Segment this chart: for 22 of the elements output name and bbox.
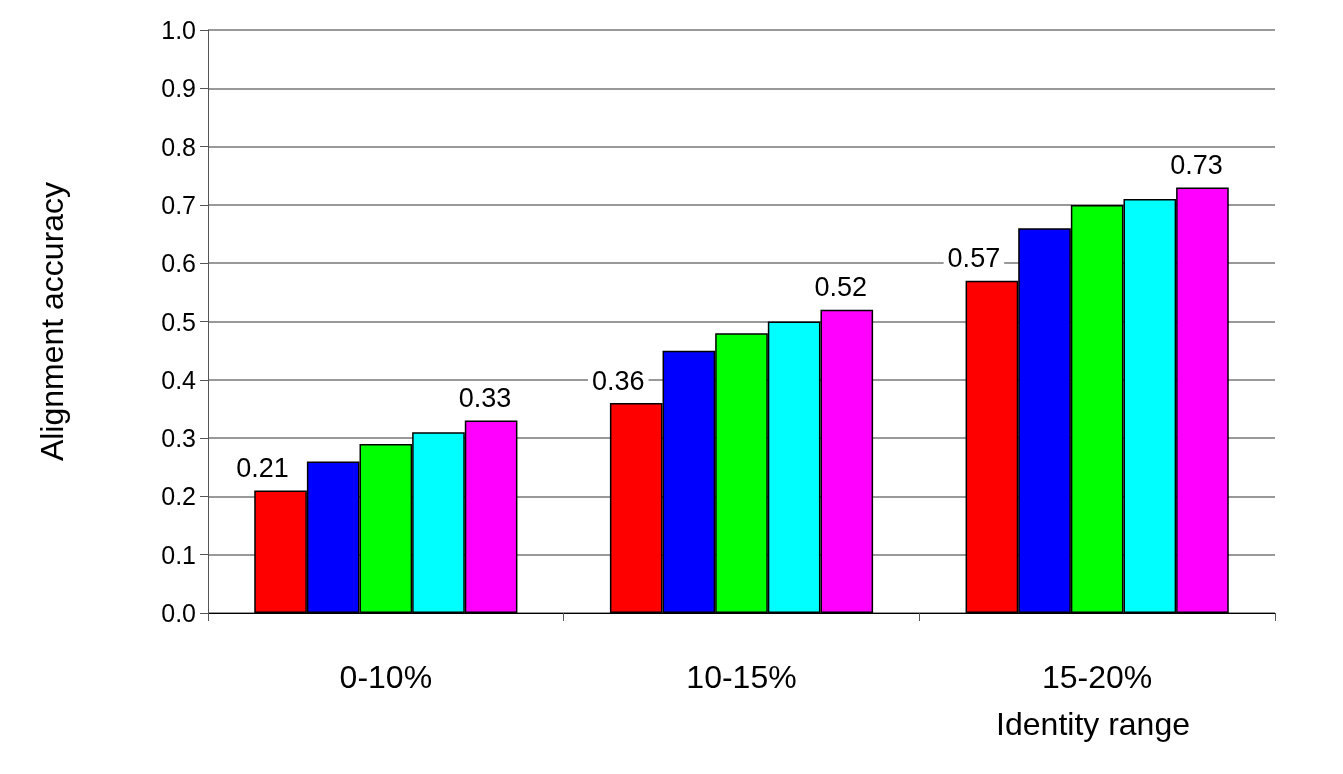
y-tick-label: 0.2 <box>161 482 196 511</box>
data-label: 0.33 <box>458 383 512 414</box>
data-label: 0.73 <box>1170 149 1223 180</box>
y-tick-label: 0.7 <box>161 190 196 219</box>
y-axis-title: Alignment accuracy <box>34 181 70 462</box>
data-label: 0.21 <box>236 453 289 484</box>
data-label: 0.52 <box>814 272 868 303</box>
y-tick-label: 0.9 <box>161 74 196 103</box>
y-tick-label: 0.0 <box>161 599 196 627</box>
y-tick-label: 0.8 <box>161 132 196 161</box>
data-label: 0.57 <box>947 243 1001 274</box>
x-axis-title: Identity range <box>996 706 1190 742</box>
y-tick-label: 0.4 <box>161 365 197 394</box>
data-label: 0.36 <box>591 365 645 396</box>
y-tick-label: 0.6 <box>161 249 196 278</box>
y-tick-label: 1.0 <box>161 16 196 44</box>
x-tick-label: 10-15% <box>686 659 797 695</box>
y-tick-label: 0.3 <box>161 424 196 453</box>
x-tick-label: 0-10% <box>339 659 433 695</box>
y-tick-label: 0.1 <box>161 540 196 569</box>
y-tick-label: 0.5 <box>161 307 196 336</box>
x-tick-label: 15-20% <box>1042 659 1153 695</box>
